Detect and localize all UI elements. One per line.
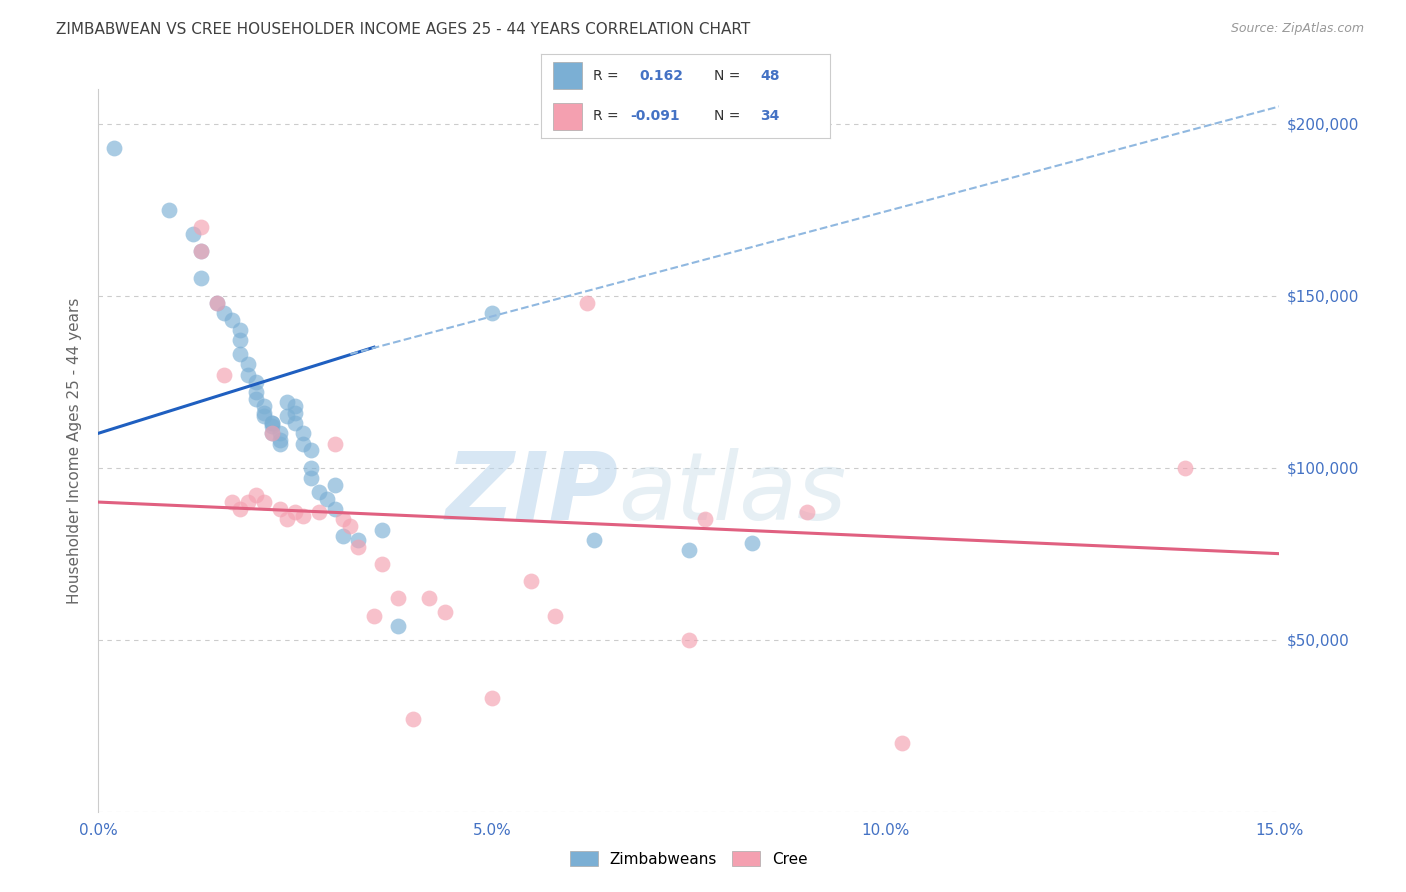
Text: N =: N = [714, 69, 741, 83]
Text: ZIMBABWEAN VS CREE HOUSEHOLDER INCOME AGES 25 - 44 YEARS CORRELATION CHART: ZIMBABWEAN VS CREE HOUSEHOLDER INCOME AG… [56, 22, 751, 37]
Point [323, 478, 346, 492]
Point [332, 529, 354, 543]
Point [269, 433, 291, 447]
Point [103, 141, 125, 155]
Point [236, 495, 259, 509]
Point [890, 736, 912, 750]
Point [315, 491, 337, 506]
Point [221, 312, 243, 326]
Point [481, 691, 503, 706]
Point [418, 591, 440, 606]
Text: R =: R = [593, 69, 619, 83]
Text: 48: 48 [761, 69, 780, 83]
Text: 0.162: 0.162 [640, 69, 683, 83]
Point [229, 334, 252, 348]
Point [260, 426, 283, 441]
Point [575, 295, 598, 310]
FancyBboxPatch shape [553, 62, 582, 89]
Point [678, 632, 700, 647]
Point [253, 399, 276, 413]
Point [308, 505, 330, 519]
Point [236, 368, 259, 382]
Text: atlas: atlas [619, 449, 846, 540]
Point [253, 406, 276, 420]
Point [1174, 460, 1197, 475]
Point [229, 347, 252, 361]
Point [693, 512, 716, 526]
Point [347, 533, 370, 547]
Y-axis label: Householder Income Ages 25 - 44 years: Householder Income Ages 25 - 44 years [67, 297, 83, 604]
Point [190, 271, 212, 285]
Point [260, 416, 283, 430]
Point [245, 488, 267, 502]
Point [299, 460, 322, 475]
Point [253, 409, 276, 423]
Point [269, 502, 291, 516]
Point [323, 436, 346, 450]
Point [371, 523, 394, 537]
Point [796, 505, 818, 519]
Text: R =: R = [593, 109, 619, 123]
Point [221, 495, 243, 509]
Point [214, 368, 236, 382]
Point [276, 512, 298, 526]
Point [741, 536, 763, 550]
Point [205, 295, 228, 310]
Point [269, 426, 291, 441]
Point [276, 395, 298, 409]
Point [236, 358, 259, 372]
Point [347, 540, 370, 554]
Point [214, 306, 236, 320]
Legend: Zimbabweans, Cree: Zimbabweans, Cree [564, 845, 814, 872]
Point [229, 502, 252, 516]
Point [520, 574, 543, 589]
Point [299, 471, 322, 485]
Point [481, 306, 503, 320]
Text: N =: N = [714, 109, 741, 123]
Point [387, 619, 409, 633]
FancyBboxPatch shape [553, 103, 582, 130]
Point [387, 591, 409, 606]
Point [284, 406, 307, 420]
Point [292, 426, 315, 441]
Point [245, 384, 267, 399]
Point [583, 533, 606, 547]
Point [544, 608, 567, 623]
Point [371, 557, 394, 571]
Point [276, 409, 298, 423]
Point [292, 436, 315, 450]
Point [260, 426, 283, 441]
Point [190, 219, 212, 234]
Point [205, 295, 228, 310]
Point [402, 712, 425, 726]
Point [181, 227, 204, 241]
Point [292, 508, 315, 523]
Point [284, 399, 307, 413]
Point [157, 202, 180, 217]
Point [260, 416, 283, 430]
Point [260, 419, 283, 434]
Point [284, 416, 307, 430]
Point [433, 605, 456, 619]
Point [245, 375, 267, 389]
Text: Source: ZipAtlas.com: Source: ZipAtlas.com [1230, 22, 1364, 36]
Point [190, 244, 212, 258]
Point [323, 502, 346, 516]
Point [678, 543, 700, 558]
Point [363, 608, 385, 623]
Text: -0.091: -0.091 [631, 109, 681, 123]
Text: ZIP: ZIP [446, 448, 619, 540]
Point [332, 512, 354, 526]
Point [299, 443, 322, 458]
Point [229, 323, 252, 337]
Point [190, 244, 212, 258]
Point [308, 484, 330, 499]
Point [339, 519, 361, 533]
Point [269, 436, 291, 450]
Point [253, 495, 276, 509]
Point [245, 392, 267, 406]
Text: 34: 34 [761, 109, 780, 123]
Point [284, 505, 307, 519]
